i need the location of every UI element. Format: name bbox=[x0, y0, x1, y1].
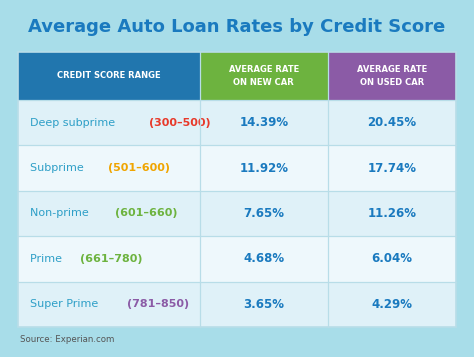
Text: (661–780): (661–780) bbox=[80, 254, 143, 264]
Bar bbox=[18, 282, 456, 327]
Bar bbox=[18, 52, 200, 100]
Text: Deep subprime: Deep subprime bbox=[30, 118, 122, 128]
Text: (601–660): (601–660) bbox=[115, 208, 177, 218]
Text: Non-prime: Non-prime bbox=[30, 208, 96, 218]
Text: Source: Experian.com: Source: Experian.com bbox=[20, 335, 114, 344]
Text: Average Auto Loan Rates by Credit Score: Average Auto Loan Rates by Credit Score bbox=[28, 18, 446, 36]
Text: 17.74%: 17.74% bbox=[367, 162, 417, 175]
Text: (300–500): (300–500) bbox=[149, 118, 210, 128]
Bar bbox=[18, 191, 456, 236]
Bar bbox=[18, 236, 456, 282]
Text: 4.68%: 4.68% bbox=[243, 252, 284, 265]
Text: AVERAGE RATE
ON NEW CAR: AVERAGE RATE ON NEW CAR bbox=[228, 65, 299, 87]
Text: 6.04%: 6.04% bbox=[372, 252, 412, 265]
Text: 7.65%: 7.65% bbox=[243, 207, 284, 220]
Text: Subprime: Subprime bbox=[30, 163, 91, 173]
Text: (781–850): (781–850) bbox=[127, 299, 189, 309]
Text: (501–600): (501–600) bbox=[109, 163, 170, 173]
Text: Super Prime: Super Prime bbox=[30, 299, 105, 309]
Bar bbox=[18, 100, 456, 145]
Bar bbox=[200, 52, 328, 100]
Text: 3.65%: 3.65% bbox=[243, 298, 284, 311]
Bar bbox=[328, 52, 456, 100]
Bar bbox=[18, 52, 456, 327]
Bar bbox=[18, 145, 456, 191]
Text: 14.39%: 14.39% bbox=[239, 116, 288, 129]
Text: Prime: Prime bbox=[30, 254, 69, 264]
Text: 4.29%: 4.29% bbox=[372, 298, 412, 311]
Text: 20.45%: 20.45% bbox=[367, 116, 417, 129]
Text: AVERAGE RATE
ON USED CAR: AVERAGE RATE ON USED CAR bbox=[357, 65, 427, 87]
Text: 11.92%: 11.92% bbox=[239, 162, 288, 175]
Text: 11.26%: 11.26% bbox=[367, 207, 417, 220]
Text: CREDIT SCORE RANGE: CREDIT SCORE RANGE bbox=[57, 71, 161, 80]
